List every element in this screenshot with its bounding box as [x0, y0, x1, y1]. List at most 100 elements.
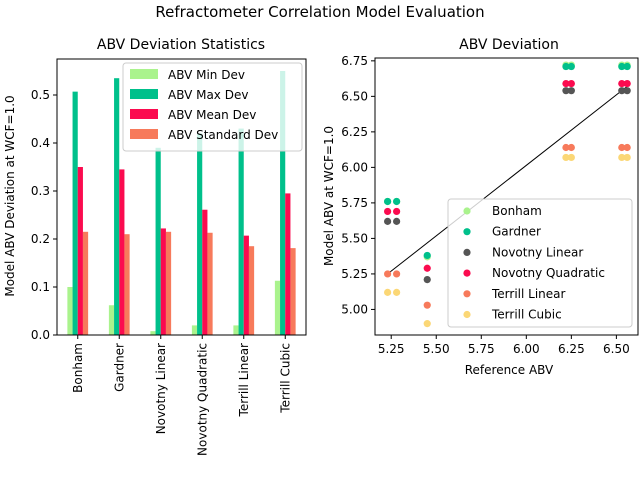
scatter-point-gardner-4	[567, 62, 575, 71]
scatter-marks	[384, 61, 631, 328]
bar-abv-mean-dev-bonham	[77, 167, 83, 335]
bar-abv-min-dev-terrill-cubic	[274, 280, 281, 335]
scatter-xtick-label: 5.50	[423, 342, 450, 356]
scatter-legend-label-gardner: Gardner	[492, 225, 541, 239]
bar-legend-swatch-abv-max-dev	[130, 89, 158, 99]
bar-abv-standard-dev-novotny-linear	[165, 231, 172, 335]
scatter-point-novotny-linear-5	[618, 87, 626, 95]
scatter-reference-line	[387, 86, 628, 275]
scatter-ytick-label: 6.50	[341, 89, 368, 103]
scatter-legend-marker-terrill-linear	[463, 290, 471, 298]
scatter-point-gardner-2	[423, 251, 431, 260]
bar-legend-label-abv-min-dev: ABV Min Dev	[168, 68, 245, 82]
bar-abv-mean-dev-novotny-linear	[160, 228, 166, 335]
scatter-legend: Bonham Gardner Novotny Linear Novotny Quadr…	[447, 198, 633, 328]
scatter-point-gardner-6	[623, 62, 631, 71]
bar-abv-max-dev-novotny-linear	[155, 147, 161, 335]
scatter-point-terrill-linear-3	[562, 143, 570, 152]
bar-abv-standard-dev-terrill-cubic	[290, 248, 296, 335]
bar-abv-max-dev-terrill-linear	[238, 128, 244, 335]
bar-abv-mean-dev-novotny-quadratic	[202, 209, 208, 335]
bar-legend-box	[122, 62, 303, 152]
scatter-point-gardner-0	[384, 197, 392, 206]
scatter-ytick-label: 6.75	[341, 54, 368, 68]
bar-chart-ylabel: Model ABV Deviation at WCF=1.0	[3, 95, 17, 296]
bar-abv-standard-dev-bonham	[82, 231, 89, 335]
scatter-point-novotny-linear-6	[623, 87, 631, 95]
scatter-point-novotny-linear-3	[562, 87, 570, 95]
bar-abv-standard-dev-terrill-linear	[248, 246, 255, 335]
scatter-xtick-label: 5.75	[468, 342, 495, 356]
bar-abv-standard-dev-gardner	[124, 234, 130, 335]
scatter-ytick-label: 5.25	[341, 267, 368, 281]
bar-ytick-label: 0.1	[31, 280, 50, 294]
bar-xtick-label: Terrill Linear	[237, 343, 251, 418]
scatter-point-terrill-linear-2	[423, 301, 431, 309]
bar-abv-mean-dev-terrill-linear	[243, 235, 249, 335]
scatter-ytick-label: 5.00	[341, 302, 368, 316]
scatter-legend-marker-bonham	[463, 207, 471, 215]
scatter-chart: ABV Deviation Reference ABV Model ABV at…	[322, 37, 639, 377]
scatter-ytick-label: 5.75	[341, 196, 368, 210]
scatter-point-novotny-linear-4	[567, 87, 575, 95]
scatter-point-novotny-linear-2	[423, 276, 431, 284]
scatter-point-novotny-quadratic-2	[423, 264, 431, 272]
bar-legend-label-abv-max-dev: ABV Max Dev	[168, 88, 248, 102]
scatter-xtick-label: 6.50	[603, 342, 630, 356]
scatter-point-terrill-linear-1	[393, 270, 401, 278]
bar-chart: ABV Deviation Statistics Model ABV Devia…	[3, 37, 307, 456]
bar-abv-standard-dev-novotny-quadratic	[207, 232, 213, 335]
scatter-point-novotny-linear-1	[393, 217, 401, 225]
scatter-point-terrill-linear-6	[623, 143, 631, 152]
bar-axes: 0.0 0.1 0.2 0.3 0.4 0.5 Bonham Gardner Novotny L…	[31, 58, 307, 456]
scatter-point-terrill-cubic-5	[618, 153, 626, 162]
scatter-legend-label-bonham: Bonham	[492, 204, 542, 218]
bar-abv-min-dev-novotny-linear	[150, 331, 156, 335]
scatter-ytick-label: 5.50	[341, 231, 368, 245]
bar-abv-max-dev-terrill-cubic	[280, 71, 286, 335]
scatter-point-novotny-quadratic-1	[393, 207, 401, 216]
scatter-point-novotny-linear-0	[384, 217, 392, 225]
bar-xtick-label: Gardner	[112, 343, 126, 392]
scatter-legend-box	[447, 198, 633, 328]
bar-legend: ABV Min Dev ABV Max Dev ABV Mean Dev ABV St…	[122, 62, 303, 152]
bar-chart-title: ABV Deviation Statistics	[97, 37, 265, 53]
scatter-legend-label-novotny-quadratic: Novotny Quadratic	[492, 266, 605, 280]
scatter-legend-label-terrill-linear: Terrill Linear	[491, 287, 566, 301]
bar-legend-swatch-abv-standard-dev	[130, 129, 158, 139]
bar-ytick-label: 0.0	[31, 328, 50, 342]
bar-abv-mean-dev-gardner	[119, 169, 125, 335]
scatter-point-terrill-cubic-3	[562, 153, 570, 162]
bar-xtick-label: Bonham	[71, 343, 85, 393]
scatter-point-terrill-cubic-6	[623, 153, 631, 162]
scatter-point-novotny-quadratic-3	[562, 79, 570, 88]
scatter-point-terrill-cubic-2	[423, 320, 431, 328]
scatter-legend-label-novotny-linear: Novotny Linear	[492, 245, 583, 259]
bar-xtick-label: Novotny Quadratic	[195, 343, 209, 456]
scatter-point-gardner-3	[562, 62, 570, 71]
bar-ytick-label: 0.2	[31, 232, 50, 246]
bar-plot-frame	[56, 58, 307, 336]
bar-ytick-label: 0.3	[31, 184, 50, 198]
bar-legend-label-abv-mean-dev: ABV Mean Dev	[168, 108, 256, 122]
scatter-chart-title: ABV Deviation	[459, 37, 559, 53]
bar-ytick-label: 0.4	[31, 136, 50, 150]
bar-abv-min-dev-novotny-quadratic	[191, 325, 198, 335]
scatter-legend-marker-gardner	[463, 228, 471, 236]
bar-ytick-label: 0.5	[31, 88, 50, 102]
scatter-ytick-label: 6.25	[341, 125, 368, 139]
scatter-legend-marker-novotny-linear	[463, 248, 471, 256]
scatter-legend-label-terrill-cubic: Terrill Cubic	[491, 308, 562, 322]
scatter-point-terrill-cubic-1	[393, 288, 401, 296]
bar-xtick-label: Novotny Linear	[154, 343, 168, 434]
scatter-chart-xlabel: Reference ABV	[465, 363, 554, 377]
bar-marks	[67, 71, 296, 335]
scatter-point-terrill-linear-0	[384, 270, 392, 278]
scatter-legend-marker-novotny-quadratic	[463, 269, 471, 277]
bar-abv-max-dev-bonham	[72, 91, 78, 335]
scatter-point-gardner-5	[618, 62, 626, 71]
bar-abv-min-dev-bonham	[67, 287, 73, 335]
bar-abv-max-dev-gardner	[114, 78, 120, 335]
bar-abv-min-dev-terrill-linear	[233, 325, 239, 335]
